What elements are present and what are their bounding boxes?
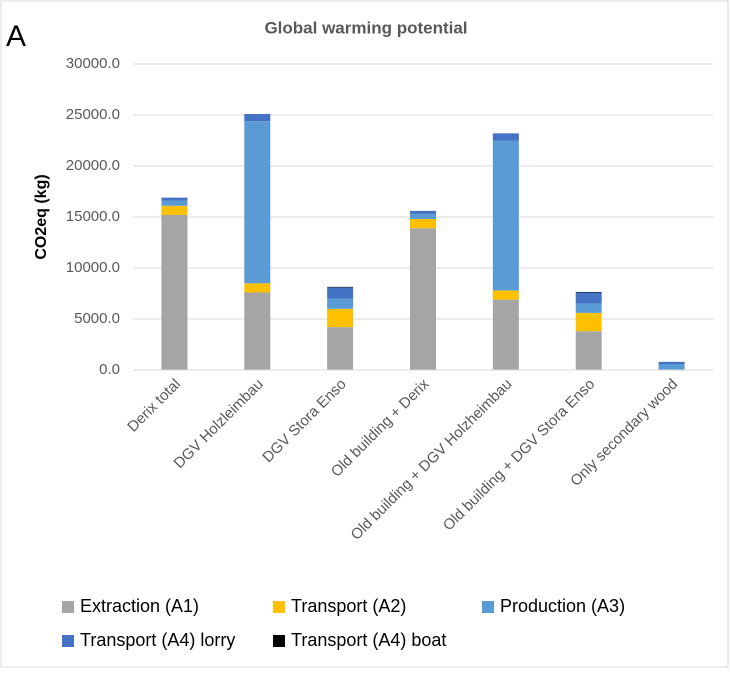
bar-segment [410,228,436,370]
legend-swatch [62,635,74,647]
y-tick-label: 10000.0 [66,259,120,276]
bar-segment [658,364,685,370]
y-axis-label: CO2eq (kg) [33,174,50,259]
bar-segment [161,200,188,206]
bar-segment [410,210,436,214]
bar-segment [575,331,602,370]
bar-segment [492,299,519,370]
panel-label: A [6,20,26,53]
bar-segment [327,287,354,299]
bar-segment [161,205,188,215]
legend-swatch [273,635,285,647]
y-tick-label: 5000.0 [74,310,120,327]
bar-segment [492,133,519,141]
legend-swatch [273,601,285,613]
bar-segment [327,298,354,309]
bar-segment [244,283,271,293]
bar-segment [327,327,354,370]
legend-label: Transport (A2) [291,596,406,616]
legend-label: Extraction (A1) [80,596,199,616]
legend-label: Transport (A4) boat [291,630,446,650]
legend-swatch [62,601,74,613]
bar-segment [244,113,271,122]
bar-segment [575,292,602,304]
y-tick-label: 25000.0 [66,106,120,123]
bar-segment [492,290,519,300]
bar-segment [161,197,188,201]
y-tick-label: 30000.0 [66,55,120,72]
legend-label: Production (A3) [500,596,625,616]
bar-segment [410,219,436,229]
legend-label: Transport (A4) lorry [80,630,235,650]
bar-segment [161,214,188,370]
bar-segment [244,292,271,370]
y-tick-label: 20000.0 [66,157,120,174]
bar-segment [492,140,519,291]
bar-segment [658,361,685,365]
legend-swatch [482,601,494,613]
bar-segment [575,312,602,332]
bar-segment [575,303,602,313]
bar-segment [327,308,354,328]
bar-segment [575,291,602,293]
y-tick-label: 15000.0 [66,208,120,225]
bar-segment [244,121,271,284]
chart-title: Global warming potential [264,18,467,37]
bar-segment [327,286,354,288]
y-tick-label: 0.0 [99,361,120,378]
bar-segment [410,213,436,220]
